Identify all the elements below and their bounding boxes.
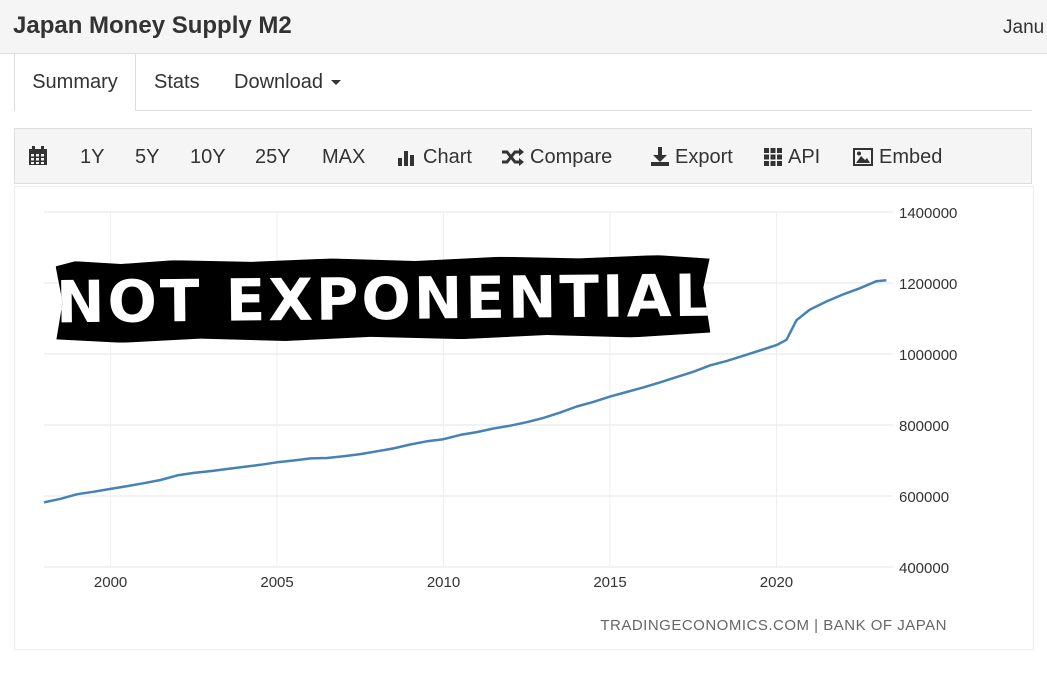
export-button[interactable]: Export (651, 129, 733, 185)
range-1y-button[interactable]: 1Y (80, 146, 105, 168)
calendar-icon (29, 146, 47, 165)
page-title: Japan Money Supply M2 (13, 12, 292, 39)
series-line (43, 278, 887, 504)
tab-download-label: Download (234, 71, 323, 93)
range-10y-button[interactable]: 10Y (190, 146, 226, 168)
chart-type-button[interactable]: Chart (398, 129, 472, 185)
y-tick-label: 1200000 (899, 276, 957, 293)
compare-button[interactable]: Compare (502, 129, 612, 185)
tab-summary[interactable]: Summary (14, 54, 136, 111)
shuffle-icon (502, 148, 524, 166)
calendar-button[interactable] (28, 129, 54, 185)
embed-button[interactable]: Embed (853, 129, 942, 185)
range-5y-button[interactable]: 5Y (135, 146, 160, 168)
embed-label: Embed (879, 146, 943, 168)
x-tick-label: 2015 (593, 574, 626, 591)
source-label: TRADINGECONOMICS.COM | BANK OF JAPAN (600, 617, 947, 634)
compare-label: Compare (530, 146, 613, 168)
download-icon (651, 147, 669, 166)
y-tick-label: 1000000 (899, 347, 957, 364)
meme-overlay-banner: NOT EXPONENTIAL..? (56, 255, 711, 344)
tab-bar: Summary Stats Download (14, 54, 1032, 111)
x-tick-label: 2020 (760, 574, 793, 591)
page-header: Japan Money Supply M2 Janu (0, 0, 1047, 54)
x-tick-label: 2005 (260, 574, 293, 591)
y-tick-label: 600000 (899, 489, 949, 506)
chart-toolbar: 1Y 5Y 10Y 25Y MAX Chart Compare Export A… (14, 128, 1032, 184)
tab-stats[interactable]: Stats (154, 54, 200, 110)
tab-stats-label: Stats (154, 71, 200, 93)
chart-type-label: Chart (423, 146, 472, 168)
chart-container (14, 186, 1034, 650)
meme-overlay-text: NOT EXPONENTIAL..? (55, 260, 802, 337)
y-tick-label: 400000 (899, 560, 949, 577)
x-tick-label: 2010 (427, 574, 460, 591)
date-label: Janu (1003, 17, 1045, 38)
bar-chart-icon (398, 151, 414, 166)
y-tick-label: 1400000 (899, 205, 957, 222)
x-tick-label: 2000 (94, 574, 127, 591)
y-tick-label: 800000 (899, 418, 949, 435)
range-max-button[interactable]: MAX (322, 146, 366, 168)
caret-down-icon (330, 80, 341, 86)
tab-summary-label: Summary (32, 71, 118, 93)
range-25y-button[interactable]: 25Y (255, 146, 291, 168)
export-label: Export (675, 146, 733, 168)
image-icon (853, 148, 873, 166)
grid-icon (764, 148, 782, 166)
api-button[interactable]: API (764, 129, 820, 185)
tab-download[interactable]: Download (234, 54, 341, 110)
api-label: API (788, 146, 821, 168)
